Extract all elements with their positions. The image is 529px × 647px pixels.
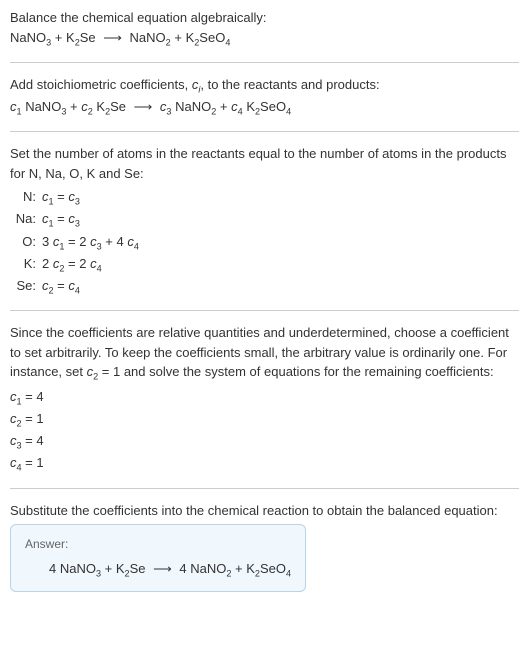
answer-box: Answer: 4 NaNO3 + K2Se ⟶ 4 NaNO2 + K2SeO… xyxy=(10,524,306,592)
compound-k2se: K2Se xyxy=(66,30,96,45)
coeff-row: c4 = 1 xyxy=(10,453,519,475)
problem-title: Balance the chemical equation algebraica… xyxy=(10,8,519,28)
atom-row-n: N: c1 = c3 xyxy=(14,187,519,209)
section-answer: Substitute the coefficients into the che… xyxy=(10,501,519,605)
atoms-title: Set the number of atoms in the reactants… xyxy=(10,144,519,183)
arrow-icon: ⟶ xyxy=(134,99,153,114)
atom-row-k: K: 2 c2 = 2 c4 xyxy=(14,254,519,276)
atom-row-se: Se: c2 = c4 xyxy=(14,276,519,298)
atom-equations: N: c1 = c3 Na: c1 = c3 O: 3 c1 = 2 c3 + … xyxy=(14,187,519,298)
section-solve: Since the coefficients are relative quan… xyxy=(10,323,519,488)
balanced-equation: 4 NaNO3 + K2Se ⟶ 4 NaNO2 + K2SeO4 xyxy=(25,559,291,581)
coeff-row: c1 = 4 xyxy=(10,387,519,409)
compound-nano3: NaNO3 xyxy=(10,30,51,45)
unbalanced-equation: NaNO3 + K2Se ⟶ NaNO2 + K2SeO4 xyxy=(10,28,519,50)
coeff-row: c2 = 1 xyxy=(10,409,519,431)
answer-title: Substitute the coefficients into the che… xyxy=(10,501,519,521)
section-stoichiometric: Add stoichiometric coefficients, ci, to … xyxy=(10,75,519,132)
arrow-icon: ⟶ xyxy=(153,561,172,576)
coefficient-list: c1 = 4 c2 = 1 c3 = 4 c4 = 1 xyxy=(10,387,519,476)
compound-nano2: NaNO2 xyxy=(130,30,171,45)
stoich-title: Add stoichiometric coefficients, ci, to … xyxy=(10,75,519,97)
section-problem: Balance the chemical equation algebraica… xyxy=(10,8,519,63)
section-atoms: Set the number of atoms in the reactants… xyxy=(10,144,519,311)
answer-label: Answer: xyxy=(25,535,291,553)
stoich-equation: c1 NaNO3 + c2 K2Se ⟶ c3 NaNO2 + c4 K2SeO… xyxy=(10,97,519,119)
compound-k2seo4: K2SeO4 xyxy=(186,30,231,45)
coeff-row: c3 = 4 xyxy=(10,431,519,453)
arrow-icon: ⟶ xyxy=(103,30,122,45)
solve-title: Since the coefficients are relative quan… xyxy=(10,323,519,384)
atom-row-o: O: 3 c1 = 2 c3 + 4 c4 xyxy=(14,232,519,254)
atom-row-na: Na: c1 = c3 xyxy=(14,209,519,231)
